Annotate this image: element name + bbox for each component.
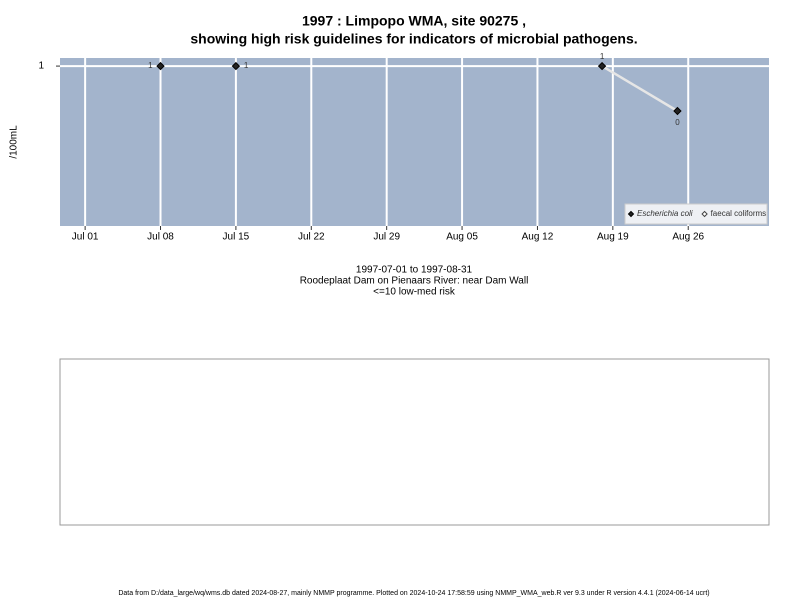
data-point [673, 106, 682, 116]
y-axis-label: /100mL [9, 125, 20, 159]
x-tick-label: Aug 19 [597, 232, 629, 243]
data-point [231, 61, 241, 71]
x-tick-label: Aug 12 [522, 232, 554, 243]
x-caption: <=10 low-med risk [373, 287, 456, 298]
x-caption: Roodeplaat Dam on Pienaars River: near D… [300, 276, 529, 287]
legend-marker [701, 210, 708, 218]
empty-panel [59, 358, 770, 526]
series-line [601, 65, 679, 113]
legend-label: faecal coliforms [711, 209, 767, 218]
x-tick-label: Aug 05 [446, 232, 478, 243]
chart-title: 1997 : Limpopo WMA, site 90275 , [302, 13, 526, 29]
x-tick-label: Jul 15 [223, 232, 250, 243]
data-point [156, 61, 165, 71]
data-label: 1 [600, 52, 605, 61]
x-caption: 1997-07-01 to 1997-08-31 [356, 265, 473, 276]
legend-box [624, 203, 768, 225]
x-tick-label: Jul 01 [72, 232, 99, 243]
x-tick-label: Aug 26 [672, 232, 704, 243]
legend-marker [627, 210, 635, 218]
data-label: 0 [675, 118, 680, 127]
plot-area [60, 58, 769, 226]
x-tick-label: Jul 22 [298, 232, 325, 243]
chart-subtitle: showing high risk guidelines for indicat… [190, 31, 637, 47]
data-label: 1 [244, 61, 249, 70]
legend-label: Escherichia coli [637, 209, 693, 218]
y-tick-label: 1 [38, 61, 44, 72]
data-label: 1 [148, 61, 153, 70]
data-point [597, 61, 607, 71]
footer: Data from D:/data_large/wq/wms.db dated … [118, 590, 709, 597]
x-tick-label: Jul 08 [147, 232, 174, 243]
x-tick-label: Jul 29 [373, 232, 400, 243]
